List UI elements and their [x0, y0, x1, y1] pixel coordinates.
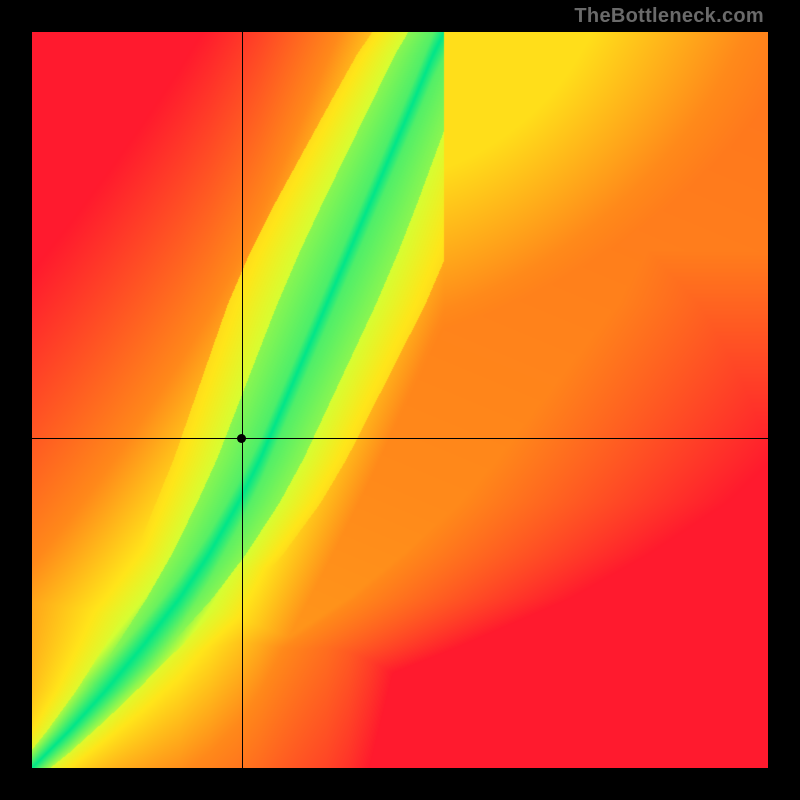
plot-frame — [32, 32, 768, 768]
bottleneck-heatmap — [32, 32, 768, 768]
crosshair-point-dot — [237, 434, 246, 443]
crosshair-vertical-line — [242, 32, 243, 768]
watermark-text: TheBottleneck.com — [574, 5, 764, 28]
chart-container: TheBottleneck.com — [0, 0, 800, 800]
crosshair-horizontal-line — [32, 438, 768, 439]
